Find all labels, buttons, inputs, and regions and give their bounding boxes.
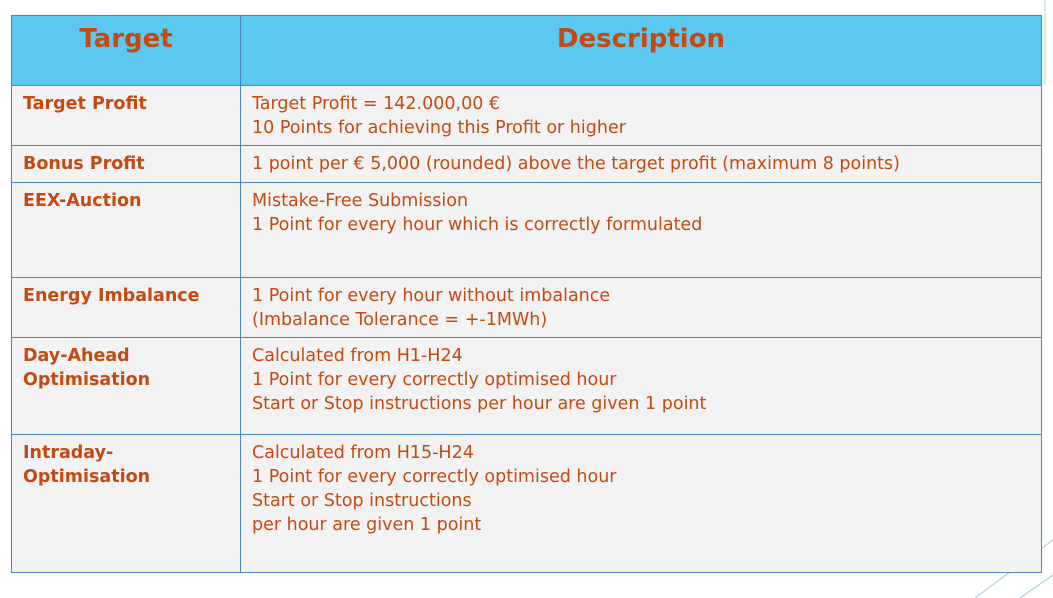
description-cell: Target Profit = 142.000,00 € 10 Points f… — [240, 85, 1042, 146]
target-cell: Bonus Profit — [11, 145, 241, 183]
description-cell: Mistake-Free Submission 1 Point for ever… — [240, 182, 1042, 278]
description-line: 1 Point for every correctly optimised ho… — [252, 467, 617, 487]
table-row: Target Profit Target Profit = 142.000,00… — [11, 85, 1042, 146]
description-line: Calculated from H15-H24 — [252, 443, 474, 463]
description-line: 1 Point for every hour without imbalance — [252, 286, 611, 306]
description-line: Target Profit = 142.000,00 € — [252, 94, 501, 114]
description-line: 1 Point for every hour which is correctl… — [252, 215, 703, 235]
target-cell: Intraday- Optimisation — [11, 434, 241, 573]
scoring-table: Target Description Target Profit Target … — [11, 15, 1042, 573]
description-cell: Calculated from H15-H24 1 Point for ever… — [240, 434, 1042, 573]
description-line: Calculated from H1-H24 — [252, 346, 463, 366]
target-label: Intraday- — [23, 443, 114, 463]
target-cell: Energy Imbalance — [11, 277, 241, 338]
target-label: Bonus Profit — [23, 154, 145, 174]
description-line: (Imbalance Tolerance = +-1MWh) — [252, 310, 548, 330]
table-row: Intraday- Optimisation Calculated from H… — [11, 434, 1042, 573]
description-line: 1 point per € 5,000 (rounded) above the … — [252, 154, 900, 174]
target-label: Optimisation — [23, 370, 151, 390]
description-line: Start or Stop instructions per hour are … — [252, 394, 707, 414]
table-row: Day-Ahead Optimisation Calculated from H… — [11, 337, 1042, 435]
header-description: Description — [240, 15, 1042, 86]
target-label: Target Profit — [23, 94, 147, 114]
header-row: Target Description — [11, 15, 1042, 86]
description-line: 10 Points for achieving this Profit or h… — [252, 118, 626, 138]
table-row: Energy Imbalance 1 Point for every hour … — [11, 277, 1042, 338]
description-cell: 1 Point for every hour without imbalance… — [240, 277, 1042, 338]
target-cell: Day-Ahead Optimisation — [11, 337, 241, 435]
table-row: Bonus Profit 1 point per € 5,000 (rounde… — [11, 145, 1042, 183]
description-line: per hour are given 1 point — [252, 515, 482, 535]
description-line: Mistake-Free Submission — [252, 191, 469, 211]
target-label: Energy Imbalance — [23, 286, 200, 306]
description-line: Start or Stop instructions — [252, 491, 472, 511]
description-cell: 1 point per € 5,000 (rounded) above the … — [240, 145, 1042, 183]
target-label: Optimisation — [23, 467, 151, 487]
target-cell: EEX-Auction — [11, 182, 241, 278]
target-label: Day-Ahead — [23, 346, 130, 366]
table-row: EEX-Auction Mistake-Free Submission 1 Po… — [11, 182, 1042, 278]
description-cell: Calculated from H1-H24 1 Point for every… — [240, 337, 1042, 435]
target-cell: Target Profit — [11, 85, 241, 146]
header-target: Target — [11, 15, 241, 86]
target-label: EEX-Auction — [23, 191, 142, 211]
description-line: 1 Point for every correctly optimised ho… — [252, 370, 617, 390]
